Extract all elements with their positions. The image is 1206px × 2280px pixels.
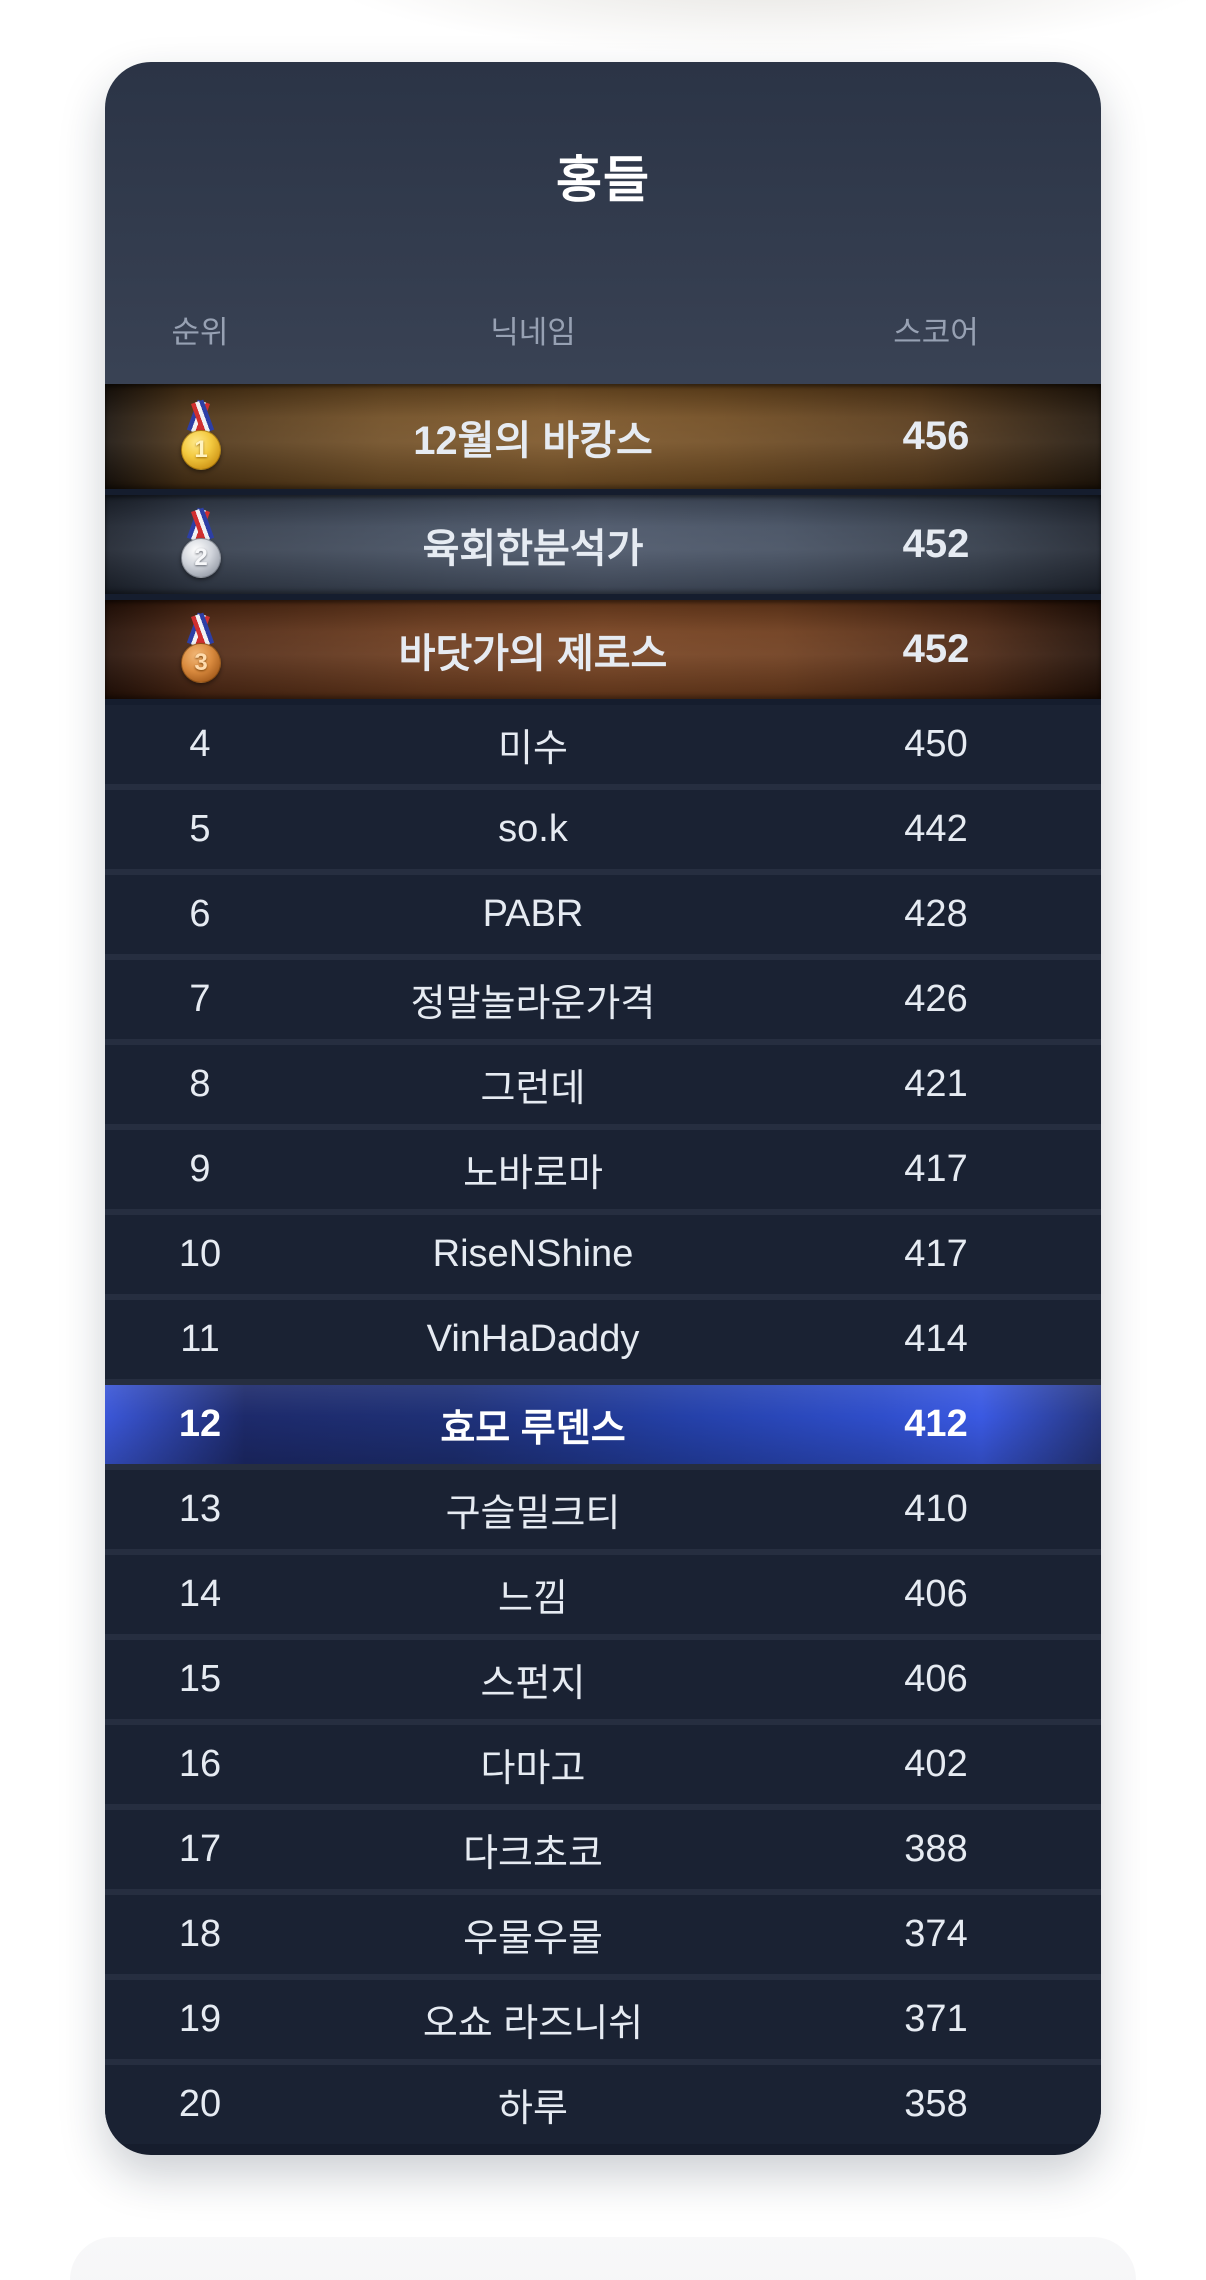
score-cell: 442 bbox=[904, 808, 968, 850]
score-cell: 406 bbox=[904, 1573, 968, 1615]
table-row: 3 바닷가의 제로스 452 bbox=[105, 594, 1101, 699]
nickname-cell: 미수 bbox=[498, 728, 568, 770]
column-header-score: 스코어 bbox=[893, 314, 979, 350]
score-cell: 371 bbox=[904, 1998, 968, 2040]
rank-cell: 12 bbox=[178, 1403, 222, 1445]
leaderboard-rows: 1 12월의 바캉스 456 2 육회한분석가 452 3 바닷가의 제로스 452 4 미수 450… bbox=[105, 384, 1101, 2144]
score-cell: 374 bbox=[904, 1913, 968, 1955]
column-header-rank: 순위 bbox=[171, 314, 229, 350]
faded-card-below bbox=[70, 2237, 1136, 2280]
table-row: 7 정말놀라운가격 426 bbox=[105, 954, 1101, 1039]
table-row: 5 so.k 442 bbox=[105, 784, 1101, 869]
nickname-cell: 구슬밀크티 bbox=[445, 1493, 621, 1535]
table-row: 15 스펀지 406 bbox=[105, 1634, 1101, 1719]
score-cell: 406 bbox=[904, 1658, 968, 1700]
table-row: 2 육회한분석가 452 bbox=[105, 489, 1101, 594]
score-cell: 388 bbox=[904, 1828, 968, 1870]
score-cell: 456 bbox=[902, 414, 970, 458]
table-row: 4 미수 450 bbox=[105, 699, 1101, 784]
rank-cell: 20 bbox=[178, 2083, 222, 2125]
score-cell: 452 bbox=[902, 627, 970, 671]
table-row: 13 구슬밀크티 410 bbox=[105, 1464, 1101, 1549]
rank-cell: 3 bbox=[105, 600, 295, 699]
page-title: 홍들 bbox=[556, 152, 650, 208]
gold-medal-icon: 1 bbox=[164, 399, 236, 474]
score-cell: 426 bbox=[904, 978, 968, 1020]
table-row: 9 노바로마 417 bbox=[105, 1124, 1101, 1209]
nickname-cell: 다마고 bbox=[480, 1748, 586, 1790]
rank-cell: 11 bbox=[180, 1318, 220, 1360]
table-row: 1 12월의 바캉스 456 bbox=[105, 384, 1101, 489]
table-row: 18 우물우물 374 bbox=[105, 1889, 1101, 1974]
table-row: 12 효모 루덴스 412 bbox=[105, 1379, 1101, 1464]
score-cell: 402 bbox=[904, 1743, 968, 1785]
nickname-cell: 다크초코 bbox=[463, 1833, 603, 1875]
nickname-cell: 12월의 바캉스 bbox=[413, 418, 653, 463]
rank-cell: 1 bbox=[105, 384, 295, 489]
rank-cell: 15 bbox=[178, 1658, 222, 1700]
rank-cell: 8 bbox=[189, 1063, 211, 1105]
nickname-cell: 스펀지 bbox=[480, 1663, 586, 1705]
column-header-nickname: 닉네임 bbox=[490, 314, 576, 350]
rank-cell: 10 bbox=[178, 1233, 222, 1275]
leaderboard-card: 홍들 순위 닉네임 스코어 1 12월의 바캉스 456 2 육회한분석가 452 3 바닷가… bbox=[105, 62, 1101, 2155]
score-cell: 414 bbox=[904, 1318, 968, 1360]
rank-cell: 6 bbox=[189, 893, 211, 935]
nickname-cell: 정말놀라운가격 bbox=[410, 983, 656, 1025]
silver-medal-icon: 2 bbox=[164, 507, 236, 582]
score-cell: 410 bbox=[904, 1488, 968, 1530]
nickname-cell: 육회한분석가 bbox=[422, 526, 644, 571]
score-cell: 358 bbox=[904, 2083, 968, 2125]
table-header: 순위 닉네임 스코어 bbox=[105, 306, 1101, 352]
table-row: 19 오쇼 라즈니쉬 371 bbox=[105, 1974, 1101, 2059]
faded-card-above bbox=[320, 0, 1206, 54]
score-cell: 428 bbox=[904, 893, 968, 935]
rank-cell: 14 bbox=[178, 1573, 222, 1615]
nickname-cell: VinHaDaddy bbox=[426, 1318, 640, 1360]
nickname-cell: 바닷가의 제로스 bbox=[398, 631, 668, 676]
score-cell: 450 bbox=[904, 723, 968, 765]
rank-cell: 19 bbox=[178, 1998, 222, 2040]
nickname-cell: 노바로마 bbox=[463, 1153, 603, 1195]
rank-cell: 16 bbox=[178, 1743, 222, 1785]
score-cell: 417 bbox=[904, 1148, 968, 1190]
nickname-cell: 하루 bbox=[498, 2088, 568, 2130]
rank-cell: 17 bbox=[178, 1828, 222, 1870]
nickname-cell: 효모 루덴스 bbox=[440, 1408, 626, 1450]
nickname-cell: 느낌 bbox=[498, 1578, 568, 1620]
rank-cell: 2 bbox=[105, 495, 295, 594]
table-row: 17 다크초코 388 bbox=[105, 1804, 1101, 1889]
rank-cell: 9 bbox=[189, 1148, 211, 1190]
table-row: 14 느낌 406 bbox=[105, 1549, 1101, 1634]
bronze-medal-icon: 3 bbox=[164, 612, 236, 687]
table-row: 16 다마고 402 bbox=[105, 1719, 1101, 1804]
score-cell: 452 bbox=[902, 522, 970, 566]
table-row: 11 VinHaDaddy 414 bbox=[105, 1294, 1101, 1379]
nickname-cell: RiseNShine bbox=[432, 1233, 634, 1275]
score-cell: 421 bbox=[904, 1063, 968, 1105]
table-row: 10 RiseNShine 417 bbox=[105, 1209, 1101, 1294]
table-row: 20 하루 358 bbox=[105, 2059, 1101, 2144]
nickname-cell: so.k bbox=[498, 808, 568, 850]
rank-cell: 7 bbox=[189, 978, 211, 1020]
score-cell: 417 bbox=[904, 1233, 968, 1275]
nickname-cell: PABR bbox=[482, 893, 584, 935]
score-cell: 412 bbox=[904, 1403, 968, 1445]
nickname-cell: 그런데 bbox=[480, 1068, 586, 1110]
rank-cell: 18 bbox=[178, 1913, 222, 1955]
nickname-cell: 오쇼 라즈니쉬 bbox=[422, 2003, 644, 2045]
rank-cell: 4 bbox=[189, 723, 211, 765]
nickname-cell: 우물우물 bbox=[463, 1918, 603, 1960]
rank-cell: 5 bbox=[189, 808, 211, 850]
rank-cell: 13 bbox=[178, 1488, 222, 1530]
table-row: 6 PABR 428 bbox=[105, 869, 1101, 954]
table-row: 8 그런데 421 bbox=[105, 1039, 1101, 1124]
